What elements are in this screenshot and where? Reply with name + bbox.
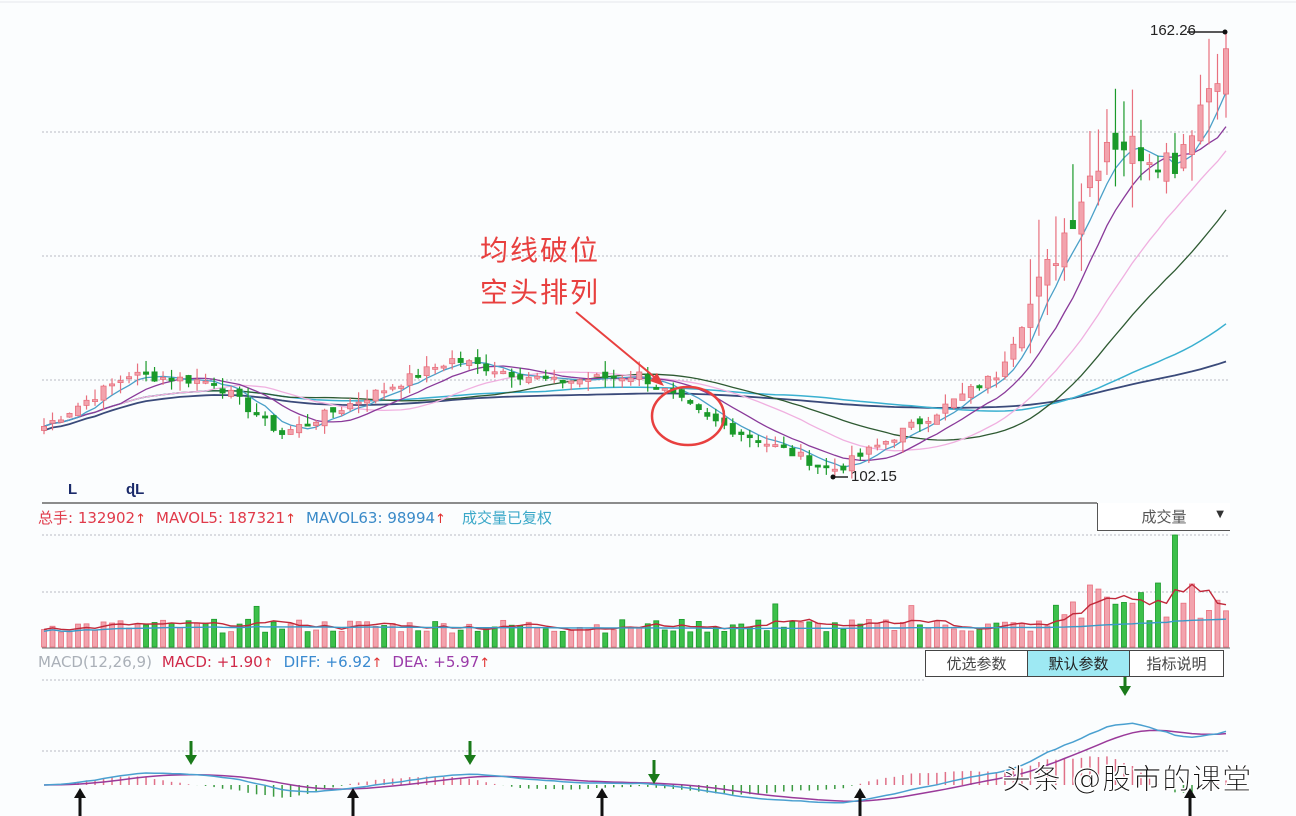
macd-title: MACD(12,26,9)	[38, 653, 152, 671]
candlesticks	[41, 32, 1230, 479]
up-arrow-icon: ↑	[479, 656, 491, 671]
macd-histogram-lines	[43, 722, 1227, 804]
death-cross-arrow-icon	[185, 741, 197, 765]
total-volume: 总手: 132902↑	[38, 509, 147, 527]
annotation-circle	[650, 385, 726, 447]
indicator-dropdown[interactable]: 成交量 ▼	[1097, 503, 1230, 531]
volume-info-bar: 总手: 132902↑ MAVOL5: 187321↑ MAVOL63: 989…	[38, 507, 552, 528]
mavol63: MAVOL63: 98994↑	[305, 508, 446, 527]
chevron-down-icon: ▼	[1216, 509, 1224, 520]
dea-value: DEA: +5.97↑	[392, 653, 491, 671]
up-arrow-icon: ↑	[371, 656, 383, 671]
tab-default-params[interactable]: 默认参数	[1028, 651, 1130, 676]
macd-info-bar: MACD(12,26,9) MACD: +1.90↑ DIFF: +6.92↑ …	[38, 653, 490, 671]
period-mark-2: ɖL	[126, 481, 145, 498]
tab-optimized-params[interactable]: 优选参数	[926, 651, 1028, 676]
diff-value: DIFF: +6.92↑	[283, 653, 383, 671]
price-grid	[42, 131, 1230, 381]
annotation-callout: 均线破位 空头排列	[480, 230, 600, 314]
annotation-line-1: 均线破位	[480, 234, 601, 267]
volume-bars	[41, 534, 1229, 648]
up-arrow-icon: ↑	[285, 511, 296, 527]
golden-cross-arrow-icon	[596, 788, 608, 816]
high-price-marker	[1187, 29, 1228, 35]
low-price-label: 102.15	[851, 468, 897, 485]
death-cross-arrow-icon	[464, 741, 476, 765]
up-arrow-icon: ↑	[135, 512, 147, 527]
dropdown-selected: 成交量	[1141, 508, 1187, 526]
golden-cross-arrow-icon	[74, 788, 86, 816]
death-cross-arrow-icon	[648, 760, 660, 784]
macd-cross-signals	[74, 672, 1196, 816]
mavol5: MAVOL5: 187321↑	[156, 508, 296, 527]
annotation-arrow	[575, 311, 726, 447]
volume-adjusted-note: 成交量已复权	[461, 509, 552, 527]
up-arrow-icon: ↑	[435, 511, 446, 527]
annotation-line-2: 空头排列	[480, 276, 601, 309]
macd-param-tabs: 优选参数 默认参数 指标说明	[925, 650, 1224, 677]
golden-cross-arrow-icon	[854, 788, 866, 816]
period-mark-1: L	[68, 481, 78, 498]
macd-value: MACD: +1.90↑	[161, 653, 274, 671]
up-arrow-icon: ↑	[262, 656, 274, 671]
golden-cross-arrow-icon	[347, 788, 359, 816]
high-price-label: 162.26	[1150, 22, 1196, 39]
tab-indicator-help[interactable]: 指标说明	[1146, 655, 1207, 673]
low-price-marker	[830, 474, 848, 480]
watermark: 头条 @股市的课堂	[1001, 762, 1253, 797]
golden-cross-arrow-icon	[1184, 788, 1196, 816]
